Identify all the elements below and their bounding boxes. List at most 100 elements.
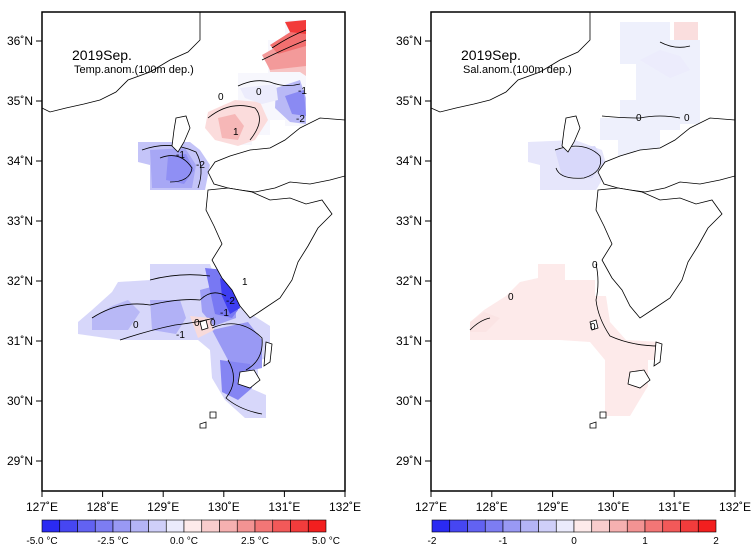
colorbar-swatch [520, 519, 539, 533]
x-tick-label: 129˚E [537, 500, 569, 514]
contour-label: 1 [233, 127, 239, 138]
small-island-1 [209, 411, 217, 419]
x-tick-label: 128˚E [476, 500, 508, 514]
colorbar-swatch [112, 519, 132, 533]
y-tick-label: 35˚N [7, 94, 33, 108]
colorbar-swatch [697, 519, 717, 533]
colorbar-swatch [59, 519, 78, 533]
y-tick-label: 31˚N [396, 334, 422, 348]
koshiki [199, 319, 209, 331]
x-tick-label: 130˚E [597, 500, 629, 514]
honshu [207, 117, 346, 193]
x-tick-label: 132˚E [329, 500, 361, 514]
contour-label: 0 [218, 92, 224, 103]
contour-label: -1 [176, 330, 185, 341]
y-tick-label: 35˚N [396, 94, 422, 108]
colorbar-swatch [236, 519, 256, 533]
sal-x-tick-labels: 127˚E 128˚E 129˚E 130˚E 131˚E 132˚E [415, 500, 751, 514]
x-tick-label: 130˚E [208, 500, 240, 514]
contour-label: 0 [133, 320, 139, 331]
contour-label: -1 [176, 150, 185, 161]
contour-label: 0 [508, 292, 514, 303]
colorbar-swatch [130, 519, 149, 533]
colorbar-swatch [467, 519, 486, 533]
honshu [597, 117, 736, 193]
contour-label: -1 [298, 86, 307, 97]
temp-panel-title: 2019Sep. [72, 47, 132, 63]
temp-y-tick-labels: 29˚N 30˚N 31˚N 32˚N 33˚N 34˚N 35˚N 36˚N [7, 34, 33, 468]
colorbar-swatch [94, 519, 114, 533]
yakushima [627, 369, 651, 389]
temp-contour-labels: 0 0 -1 -2 1 -1 -2 1 0 0 -1 -2 -1 0 [133, 86, 307, 341]
y-tick-label: 29˚N [396, 454, 422, 468]
contour-label: 0 [636, 113, 642, 124]
sal-land [430, 11, 736, 429]
tsushima [171, 115, 191, 153]
colorbar-swatch [662, 519, 681, 533]
colorbar-swatch [290, 519, 309, 533]
y-tick-label: 30˚N [7, 394, 33, 408]
colorbar-swatch [449, 519, 468, 533]
colorbar-label: 0.0 °C [170, 536, 198, 547]
contour-label: 0 [590, 322, 596, 333]
temp-colorbar-labels: -5.0 °C -2.5 °C 0.0 °C 2.5 °C 5.0 °C [26, 536, 340, 547]
temp-panel: 0 0 -1 -2 1 -1 -2 1 0 0 -1 -2 -1 0 [7, 11, 361, 547]
y-tick-label: 34˚N [396, 154, 422, 168]
kyushu [595, 187, 723, 319]
temp-colorbar [41, 519, 327, 533]
colorbar-label: -2 [428, 536, 437, 547]
colorbar-swatch [201, 519, 220, 533]
colorbar-label: 2.5 °C [241, 536, 269, 547]
sal-colorbar-labels: -2 -1 0 1 2 [428, 536, 720, 547]
tanegashima [653, 341, 663, 367]
colorbar-swatch [431, 519, 451, 533]
tanegashima [263, 341, 273, 367]
colorbar-swatch [626, 519, 646, 533]
x-tick-label: 129˚E [147, 500, 179, 514]
x-tick-label: 127˚E [26, 500, 58, 514]
x-tick-label: 131˚E [268, 500, 300, 514]
colorbar-swatch [41, 519, 61, 533]
small-island-2 [199, 421, 207, 429]
contour-label: 0 [684, 113, 690, 124]
temp-panel-subtitle: Temp.anom.(100m dep.) [74, 64, 194, 76]
contour-label: 0 [592, 260, 598, 271]
colorbar-swatch [680, 519, 699, 533]
sal-colorbar [431, 519, 717, 533]
y-tick-label: 29˚N [7, 454, 33, 468]
y-tick-label: 30˚N [396, 394, 422, 408]
contour-label: -2 [296, 114, 305, 125]
colorbar-swatch [307, 519, 327, 533]
contour-label: -2 [196, 160, 205, 171]
colorbar-label: 1 [642, 536, 648, 547]
sal-panel: 0 0 0 0 0 29˚N 30˚N 31˚N 32˚N 33˚N 34˚N … [396, 11, 751, 547]
temp-anomaly-field [78, 20, 306, 418]
temp-tick-marks [36, 40, 346, 497]
colorbar-label: 0 [571, 536, 577, 547]
colorbar-swatch [573, 519, 593, 533]
small-island-1 [599, 411, 607, 419]
korean-peninsula [430, 11, 591, 113]
korean-peninsula [41, 11, 201, 113]
sal-contour-labels: 0 0 0 0 0 [508, 113, 690, 333]
koshiki [589, 319, 599, 331]
x-tick-label: 127˚E [415, 500, 447, 514]
colorbar-swatch [272, 519, 291, 533]
sal-tick-marks [425, 40, 736, 497]
contour-label: 0 [210, 318, 216, 329]
contour-label: 0 [256, 87, 262, 98]
colorbar-swatch [219, 519, 238, 533]
sal-anomaly-field [470, 22, 700, 416]
temp-x-tick-labels: 127˚E 128˚E 129˚E 130˚E 131˚E 132˚E [26, 500, 361, 514]
y-tick-label: 34˚N [7, 154, 33, 168]
colorbar-swatch [502, 519, 522, 533]
tsushima [561, 115, 581, 153]
colorbar-label: -2.5 °C [97, 536, 128, 547]
temp-map-frame [41, 11, 346, 492]
temp-land [41, 11, 346, 429]
colorbar-swatch [538, 519, 557, 533]
contour-label: -1 [220, 308, 229, 319]
colorbar-swatch [165, 519, 185, 533]
contour-label: 0 [194, 318, 200, 329]
